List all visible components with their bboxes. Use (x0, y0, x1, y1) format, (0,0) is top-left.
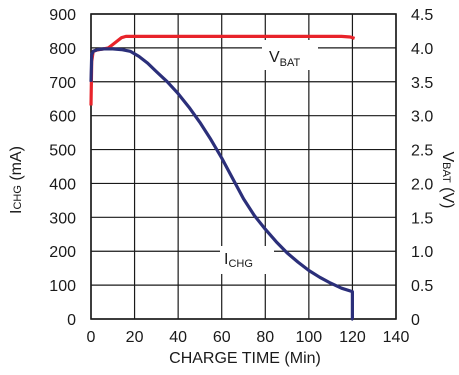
y-right-tick-label: 0 (411, 312, 420, 329)
vbat-series-label: VBAT (269, 49, 301, 69)
y-left-tick-label: 300 (49, 210, 76, 227)
x-tick-label: 100 (296, 329, 323, 346)
y-axis-right-label: VBAT (V) (439, 151, 456, 208)
series-lines (89, 34, 356, 321)
ichg-series-line (89, 47, 354, 321)
x-tick-label: 120 (339, 329, 366, 346)
y-right-tick-label: 0.5 (411, 278, 433, 295)
y-right-label-main: V (439, 151, 456, 162)
y-left-tick-label: 500 (49, 143, 76, 160)
x-tick-label: 140 (383, 329, 410, 346)
plot-frame (90, 13, 397, 320)
y-right-tick-label: 4.5 (411, 7, 433, 24)
x-axis-label: CHARGE TIME (Min) (169, 350, 321, 367)
y-left-tick-label: 700 (49, 75, 76, 92)
y-right-tick-label: 2.5 (411, 143, 433, 160)
y-right-tick-label: 3.0 (411, 109, 433, 126)
y-left-tick-label: 600 (49, 109, 76, 126)
y-right-label-sub: BAT (440, 162, 452, 183)
x-tick-label: 20 (126, 329, 144, 346)
y-right-tick-label: 4.0 (411, 41, 433, 58)
ichg-label-sub: CHG (228, 258, 252, 270)
x-tick-label: 0 (87, 329, 96, 346)
vbat-label-main: V (269, 49, 280, 66)
ichg-label-backdrop (220, 246, 274, 274)
x-tick-label: 80 (256, 329, 274, 346)
y-left-tick-label: 100 (49, 278, 76, 295)
x-tick-label: 60 (213, 329, 231, 346)
y-left-tick-label: 900 (49, 7, 76, 24)
y-right-label-suffix: (V) (439, 183, 456, 209)
x-tick-label: 40 (169, 329, 187, 346)
y-left-label-suffix: (mA) (8, 146, 25, 185)
y-left-tick-label: 400 (49, 176, 76, 193)
y-right-tick-label: 2.0 (411, 176, 433, 193)
y-left-label-main: I (8, 210, 25, 214)
vbat-label-backdrop (262, 40, 318, 70)
y-right-tick-label: 3.5 (411, 75, 433, 92)
y-right-tick-label: 1.0 (411, 244, 433, 261)
y-left-label-sub: CHG (12, 185, 24, 209)
tick-labels: 0 20 40 60 80 100 120 1400100200300400500600700… (49, 7, 433, 346)
ichg-label-main: I (224, 251, 228, 268)
y-left-tick-label: 200 (49, 244, 76, 261)
y-left-tick-label: 0 (67, 312, 76, 329)
vbat-label-sub: BAT (280, 57, 301, 69)
y-left-tick-label: 800 (49, 41, 76, 58)
y-right-tick-label: 1.5 (411, 210, 433, 227)
ichg-series-label: ICHG (224, 251, 253, 270)
y-axis-left-label: ICHG (mA) (8, 146, 25, 214)
